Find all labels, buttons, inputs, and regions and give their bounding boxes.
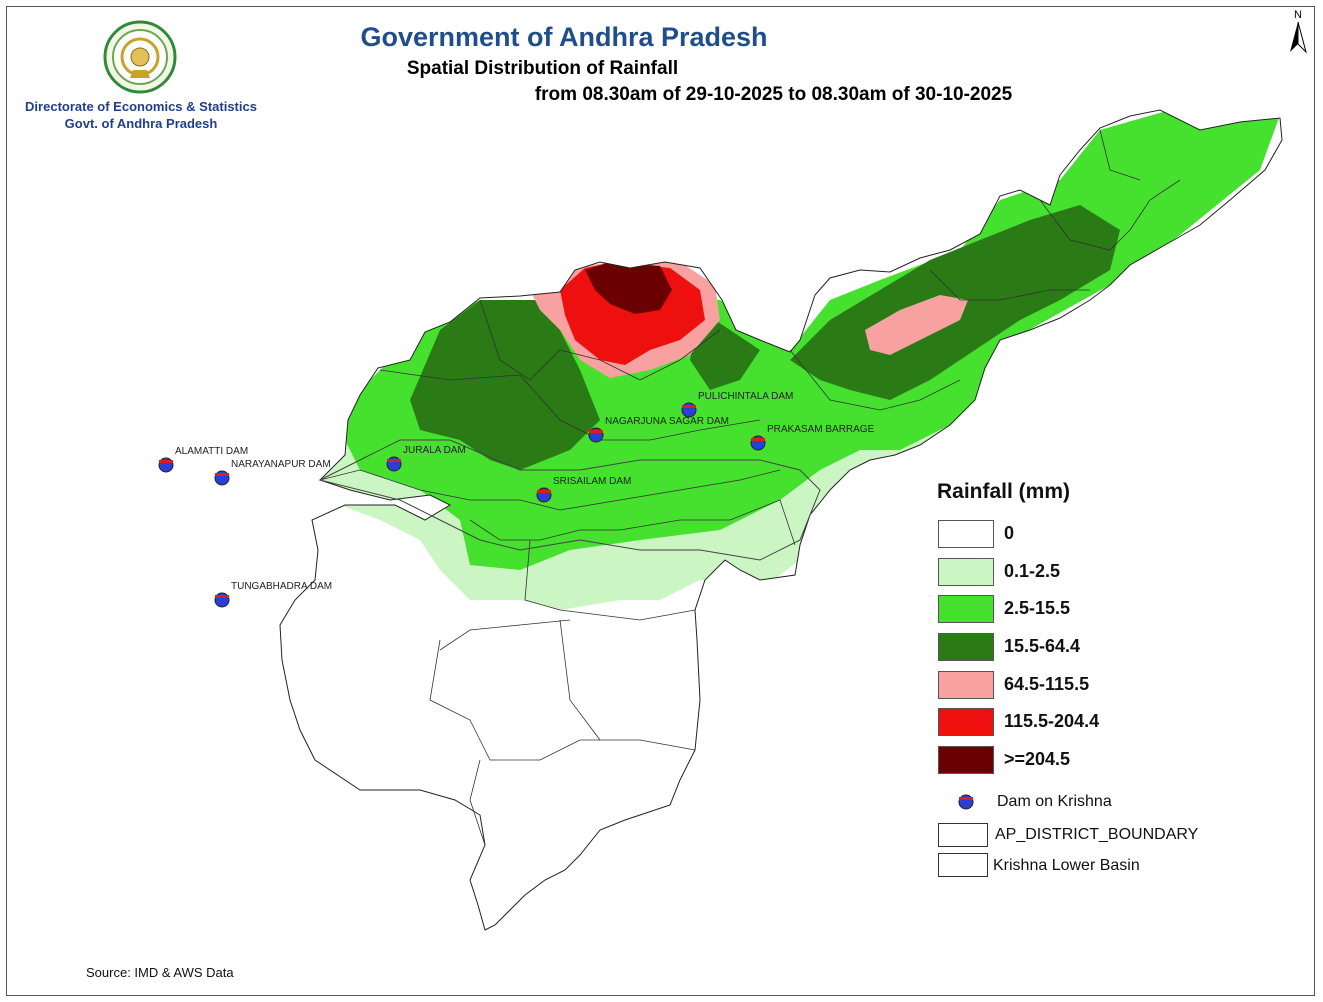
org-line-2: Govt. of Andhra Pradesh xyxy=(64,116,218,131)
dam-jurala[interactable]: JURALA DAM xyxy=(386,445,466,472)
zone-dark-red xyxy=(585,262,672,314)
dam-prakasam[interactable]: PRAKASAM BARRAGE xyxy=(750,424,875,451)
dam-label-pulichintala: PULICHINTALA DAM xyxy=(698,391,793,402)
dam-label-jurala: JURALA DAM xyxy=(403,445,466,456)
legend-label-2: 2.5-15.5 xyxy=(1004,598,1071,618)
legend-title: Rainfall (mm) xyxy=(937,480,1071,503)
dam-label-narayanapur: NARAYANAPUR DAM xyxy=(231,459,331,470)
legend-dam-label: Dam on Krishna xyxy=(997,793,1112,810)
dam-label-prakasam: PRAKASAM BARRAGE xyxy=(767,424,875,435)
legend-label-4: 64.5-115.5 xyxy=(1004,674,1090,694)
dam-symbol-icon xyxy=(958,794,974,810)
dam-nagarjuna-sagar[interactable]: NAGARJUNA SAGAR DAM xyxy=(588,416,729,443)
legend-label-0: 0 xyxy=(1004,523,1015,543)
district-boundaries xyxy=(279,109,1283,931)
legend-swatch-0 xyxy=(938,520,994,548)
legend-basin-swatch xyxy=(938,853,988,877)
legend-swatch-3 xyxy=(938,633,994,661)
legend-label-6: >=204.5 xyxy=(1004,749,1071,769)
legend-swatch-1 xyxy=(938,558,994,586)
dam-label-tungabhadra: TUNGABHADRA DAM xyxy=(231,581,332,592)
dam-narayanapur[interactable]: NARAYANAPUR DAM xyxy=(214,459,331,486)
map-frame xyxy=(6,6,1315,996)
dam-srisailam[interactable]: SRISAILAM DAM xyxy=(536,476,631,503)
map-title: Government of Andhra Pradesh xyxy=(360,22,768,52)
krishna-basin-outline xyxy=(318,439,821,561)
dam-pulichintala[interactable]: PULICHINTALA DAM xyxy=(681,391,793,418)
legend-swatch-6 xyxy=(938,746,994,774)
legend-basin-label: Krishna Lower Basin xyxy=(993,857,1140,874)
map-period: from 08.30am of 29-10-2025 to 08.30am of… xyxy=(534,84,1013,105)
source-note: Source: IMD & AWS Data xyxy=(86,965,234,980)
dam-markers: ALAMATTI DAM NARAYANAPUR DAM JURALA DAM … xyxy=(158,391,875,608)
legend-swatch-5 xyxy=(938,708,994,736)
dam-label-nagarjuna-sagar: NAGARJUNA SAGAR DAM xyxy=(605,416,729,427)
org-line-1: Directorate of Economics & Statistics xyxy=(25,99,257,114)
legend-label-5: 115.5-204.4 xyxy=(1004,711,1100,731)
dam-alamatti[interactable]: ALAMATTI DAM xyxy=(158,446,248,473)
legend-district-label: AP_DISTRICT_BOUNDARY xyxy=(995,826,1199,843)
legend-label-3: 15.5-64.4 xyxy=(1004,636,1081,656)
dam-tungabhadra[interactable]: TUNGABHADRA DAM xyxy=(214,581,332,608)
map-subtitle: Spatial Distribution of Rainfall xyxy=(406,58,679,79)
zone-pink-2 xyxy=(865,295,968,355)
dam-label-srisailam: SRISAILAM DAM xyxy=(553,476,631,487)
legend-swatch-4 xyxy=(938,671,994,699)
zone-dark-green xyxy=(410,300,600,470)
state-emblem-icon xyxy=(103,20,177,94)
dam-label-alamatti: ALAMATTI DAM xyxy=(175,446,248,457)
legend-swatch-2 xyxy=(938,595,994,623)
north-arrow-label: N xyxy=(1294,9,1302,21)
legend-label-1: 0.1-2.5 xyxy=(1004,561,1061,581)
legend-district-swatch xyxy=(938,823,988,847)
north-arrow-icon: N xyxy=(1290,9,1307,54)
